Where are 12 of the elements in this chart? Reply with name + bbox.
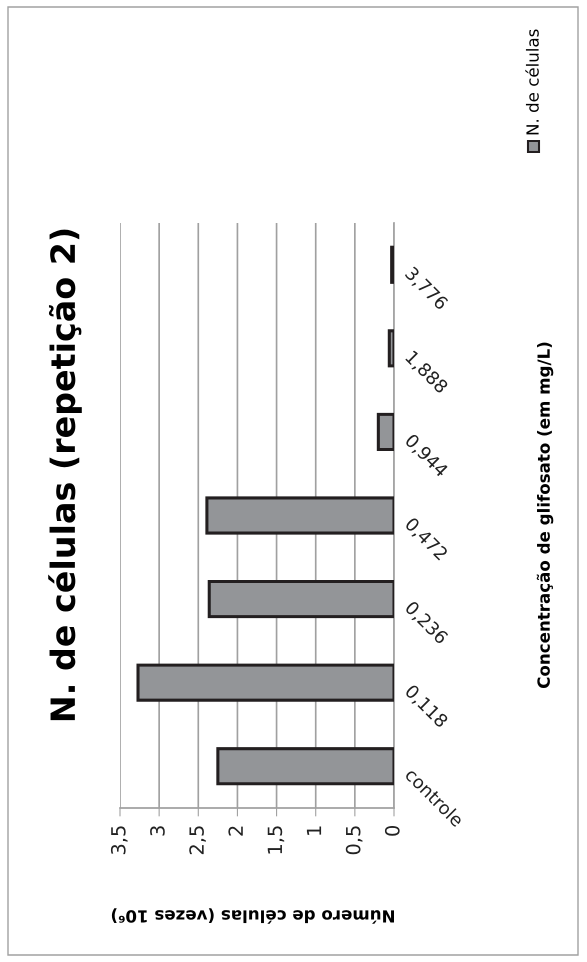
x-tick-label: 0,5	[346, 826, 362, 854]
x-tick-label: 1,5	[268, 826, 284, 854]
text: N. de células (repetição 2)	[48, 230, 82, 720]
y-axis-title: Concentração de glifosato (em mg/L)	[536, 342, 554, 688]
x-tick-label: 0	[384, 826, 400, 836]
text: N. de células	[525, 29, 539, 134]
x-tick-label: 2	[228, 826, 243, 836]
x-tick-label: 3,5	[110, 826, 128, 854]
x-tick-label: 1	[306, 826, 322, 835]
x-tick-label: 2,5	[189, 826, 206, 854]
x-tick-label: 3	[150, 826, 165, 836]
x-axis-title: Número de células (vezes 10⁶)	[112, 908, 394, 924]
